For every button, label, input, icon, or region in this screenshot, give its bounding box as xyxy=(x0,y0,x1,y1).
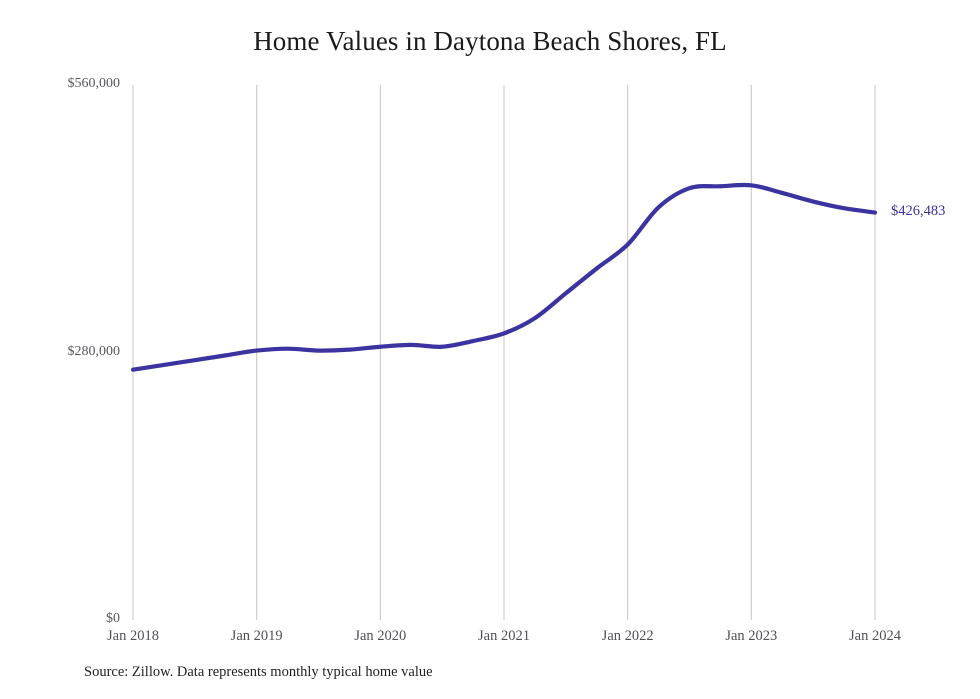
endpoint-value-label: $426,483 xyxy=(891,202,946,219)
x-tick-label-jan-2019: Jan 2019 xyxy=(230,628,283,644)
x-tick-label-jan-2024: Jan 2024 xyxy=(849,628,901,644)
data-line-group xyxy=(130,182,878,372)
source-note: Source: Zillow. Data represents monthly … xyxy=(84,664,433,680)
chart-title: Home Values in Daytona Beach Shores, FL xyxy=(253,26,727,56)
y-tick-label-280000: $280,000 xyxy=(67,343,121,359)
x-tick-label-jan-2021: Jan 2021 xyxy=(478,628,530,644)
x-tick-label-jan-2023: Jan 2023 xyxy=(725,628,778,644)
x-tick-label-jan-2020: Jan 2020 xyxy=(354,628,407,644)
y-tick-label-0: $0 xyxy=(106,611,120,626)
x-tick-label-jan-2022: Jan 2022 xyxy=(601,628,654,644)
y-tick-label-560000: $560,000 xyxy=(67,76,121,91)
data-line-typical-home-value xyxy=(130,182,878,372)
x-tick-label-jan-2018: Jan 2018 xyxy=(107,628,159,644)
